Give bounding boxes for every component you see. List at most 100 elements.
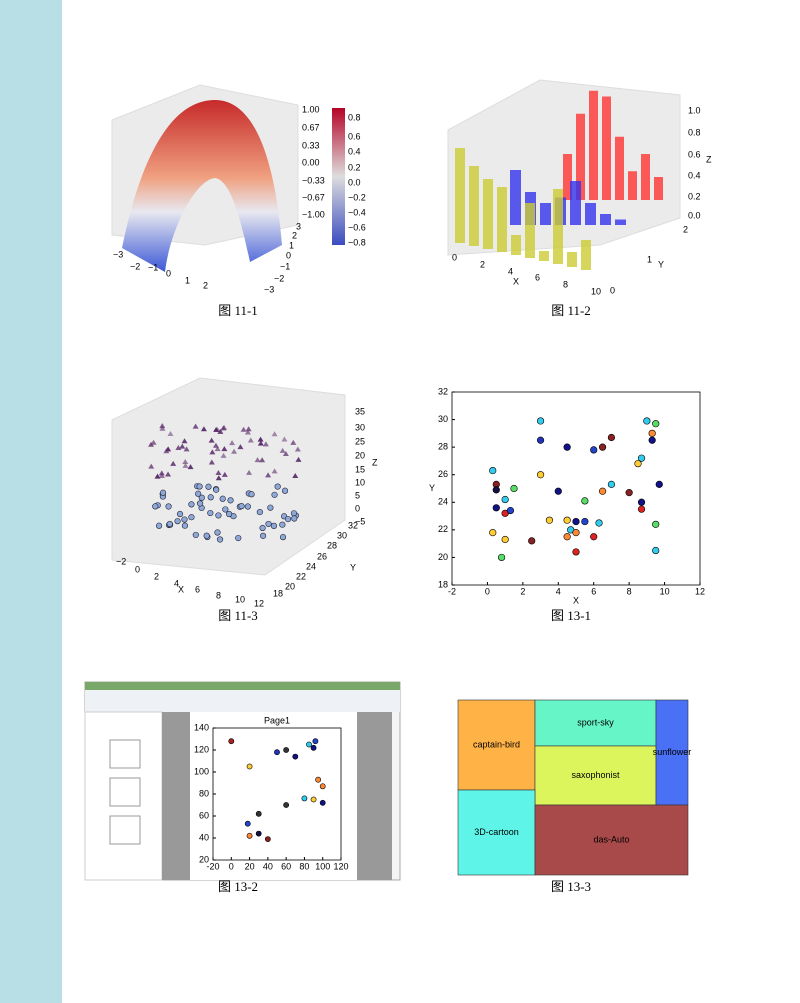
triangle-marker: [282, 451, 289, 457]
y-ticks: 30: [337, 530, 347, 540]
treemap-cell: [534, 745, 657, 806]
triangle-marker: [229, 440, 236, 446]
scatter-point: [310, 796, 317, 803]
x-tick-label: 20: [245, 861, 255, 871]
x-ticks: 0: [452, 252, 457, 262]
colorbar-ticks: 0.0: [348, 177, 361, 187]
plot-area: [212, 727, 342, 861]
colorbar-ticks: 0.2: [348, 162, 361, 172]
x-ticks: 6: [195, 584, 200, 594]
y-ticks: 1: [647, 254, 652, 264]
triangle-marker: [231, 448, 238, 454]
triangle-marker: [150, 439, 157, 445]
circle-marker: [155, 522, 163, 529]
circle-marker: [290, 510, 298, 517]
y-axis-label: Y: [429, 483, 435, 493]
x-ticks: 8: [563, 279, 568, 289]
triangle-marker: [159, 423, 166, 429]
circle-marker: [207, 509, 214, 517]
z-ticks: 25: [355, 436, 365, 446]
scatter-point: [301, 795, 308, 802]
x-tick-label: -2: [448, 586, 456, 596]
bar-3d: [641, 154, 650, 200]
scatter-point: [634, 460, 642, 468]
scatter-point: [492, 504, 500, 512]
bar-3d: [483, 179, 493, 249]
treemap-cell: [534, 804, 689, 876]
bar-3d: [553, 189, 563, 264]
scatter-point: [498, 553, 506, 562]
y-tick-label: 28: [438, 442, 448, 452]
x-tick-label: 60: [281, 861, 291, 871]
circle-marker: [270, 522, 278, 529]
y-tick-label: 100: [194, 766, 209, 776]
x-tick-label: 0: [485, 586, 490, 596]
x-axis-label: X: [573, 595, 579, 605]
circle-marker: [166, 520, 173, 528]
z-ticks: −5: [355, 516, 365, 526]
z-ticks: 0.4: [688, 170, 701, 180]
scatter-point: [228, 738, 235, 745]
triangle-marker: [257, 436, 264, 442]
x-tick-label: 4: [556, 586, 561, 596]
x-ticks: 8: [216, 590, 221, 600]
plot-area: [451, 391, 701, 586]
circle-marker: [235, 534, 242, 542]
triangle-marker: [187, 464, 194, 470]
triangle-marker: [254, 457, 261, 463]
scatter-point: [598, 487, 607, 495]
triangle-marker: [181, 438, 188, 444]
triangle-marker: [245, 426, 252, 432]
scatter-point: [319, 799, 326, 806]
bar-3d: [600, 214, 611, 225]
circle-marker: [159, 489, 167, 496]
circle-marker: [259, 532, 267, 539]
triangle-marker: [179, 443, 186, 449]
y-ticks: 26: [317, 551, 327, 561]
y-tick-label: 20: [199, 854, 209, 864]
scatter-point: [492, 486, 500, 494]
triangle-marker: [259, 457, 266, 463]
y-tick-label: 22: [438, 524, 448, 534]
triangle-marker: [154, 473, 161, 479]
z-ticks: 5: [355, 490, 360, 500]
z-ticks: 0.0: [688, 210, 701, 220]
x-tick-label: -20: [206, 861, 219, 871]
bar-3d: [540, 203, 551, 225]
x-tick-label: 8: [627, 586, 632, 596]
triangle-marker: [167, 431, 174, 437]
x-ticks: 12: [254, 598, 264, 608]
circle-marker: [225, 510, 233, 518]
y-ticks: 32: [348, 520, 358, 530]
y-ticks: 0: [286, 250, 291, 260]
y-tick-label: 80: [199, 788, 209, 798]
scatter-point: [607, 433, 616, 442]
y-label: Y: [350, 562, 356, 572]
x-label: X: [178, 584, 184, 594]
treemap-label: 3D-cartoon: [474, 827, 519, 837]
colorbar: [332, 108, 345, 245]
margin: [357, 712, 392, 880]
treemap-label: captain-bird: [473, 739, 520, 749]
y-tick-label: 120: [194, 744, 209, 754]
circle-marker: [248, 491, 255, 498]
bar-3d: [615, 219, 626, 225]
treemap-label: das-Auto: [593, 834, 629, 844]
circle-marker: [279, 534, 287, 541]
x-tick-label: 6: [591, 586, 596, 596]
y-ticks: 2: [683, 224, 688, 234]
x-tick-label: 120: [333, 861, 348, 871]
bar-3d: [615, 136, 624, 200]
thumbnail: [109, 739, 141, 769]
x-ticks: 0: [135, 564, 140, 574]
triangle-marker: [217, 428, 224, 434]
circle-marker: [222, 506, 229, 513]
title-bar: [85, 682, 400, 690]
scatter-point: [637, 505, 646, 513]
circle-marker: [205, 483, 212, 490]
bar-3d: [585, 203, 596, 225]
y-ticks: 1: [289, 240, 294, 250]
circle-marker: [215, 512, 222, 519]
scatter-point: [572, 529, 580, 537]
z-ticks: 0: [355, 503, 360, 513]
